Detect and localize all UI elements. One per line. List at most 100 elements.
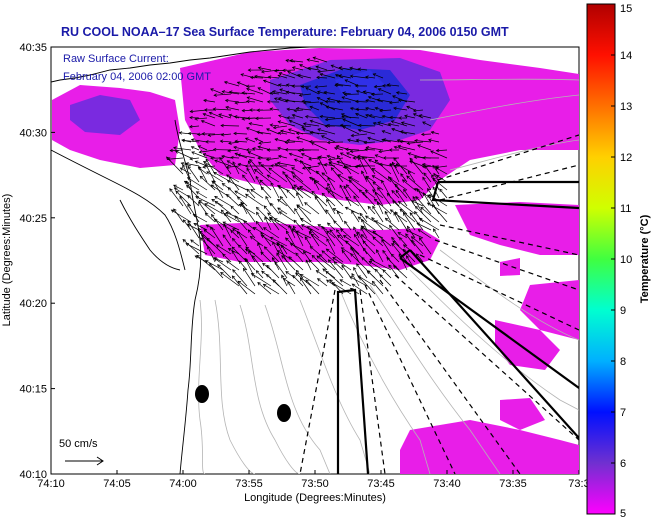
current-vector-head [278, 211, 283, 215]
current-vector-head [420, 132, 425, 137]
current-vector-head [234, 190, 238, 194]
current-vector [226, 211, 248, 223]
current-vector-head [397, 98, 402, 103]
current-vector-head [393, 265, 397, 269]
current-vector-head [316, 90, 321, 94]
current-vector [221, 155, 232, 159]
current-vector-head [365, 145, 370, 150]
current-vector-head [373, 198, 378, 202]
current-vector [427, 202, 448, 215]
current-vector-head [284, 99, 289, 103]
current-vector [356, 108, 368, 111]
current-vector [360, 234, 376, 247]
current-vector [170, 149, 184, 151]
current-vector [314, 180, 320, 191]
current-vector-head [203, 98, 207, 103]
current-vector [274, 261, 288, 279]
current-vector [213, 108, 232, 111]
current-vector [255, 270, 264, 279]
current-vector-head [234, 139, 238, 144]
current-vector-head [399, 130, 404, 134]
current-vector [299, 93, 312, 96]
current-vector [270, 203, 280, 215]
current-vector-head [224, 98, 229, 103]
current-vector [327, 98, 344, 103]
current-vector [406, 106, 416, 111]
current-vector-head [349, 74, 354, 78]
current-vector [232, 275, 248, 295]
current-vector [191, 146, 200, 151]
current-vector [311, 191, 328, 207]
current-vector-head [360, 227, 364, 231]
current-vector-head [287, 70, 291, 75]
current-vector [242, 92, 256, 95]
current-vector [381, 239, 392, 255]
current-vector-head [424, 165, 428, 169]
current-vector [398, 145, 416, 151]
current-vector [349, 180, 360, 191]
current-vector [270, 92, 280, 95]
current-vector-head [173, 187, 178, 191]
current-vector [199, 149, 216, 153]
current-vector-head [215, 244, 220, 248]
current-vector [260, 232, 272, 247]
x-tick-label: 73:35 [499, 478, 527, 490]
current-vector-head [245, 84, 250, 89]
radar-site-marker [195, 385, 209, 403]
current-vector-head [336, 100, 340, 104]
current-vector-head [397, 144, 402, 149]
current-vector [340, 228, 352, 239]
current-vector [407, 141, 424, 144]
current-vector-head [381, 130, 386, 134]
current-vector-head [291, 66, 296, 70]
current-vector [190, 109, 208, 113]
current-vector-head [340, 113, 345, 117]
current-vector-head [274, 138, 279, 142]
colorbar-tick-label: 11 [620, 203, 631, 215]
current-vector-head [426, 202, 431, 206]
current-vector-head [225, 174, 230, 178]
current-vector-head [395, 189, 399, 194]
current-vector [218, 113, 232, 119]
current-vector [237, 231, 248, 247]
current-vector-head [314, 85, 318, 89]
x-tick-label: 74:05 [103, 478, 131, 490]
current-vector-head [356, 263, 360, 267]
current-vector-head [213, 218, 218, 222]
current-vector [388, 264, 400, 279]
current-vector-head [325, 209, 329, 213]
current-vector-head [186, 223, 191, 227]
current-vector [367, 270, 384, 287]
current-vector-head [249, 75, 254, 80]
current-vector [246, 100, 256, 103]
current-vector [286, 189, 296, 199]
current-vector [234, 215, 248, 231]
current-vector-head [200, 119, 205, 124]
current-vector [246, 127, 264, 135]
current-vector [432, 165, 440, 175]
current-vector-head [228, 113, 232, 118]
current-vector-head [277, 199, 281, 203]
current-vector [263, 80, 280, 87]
current-vector-head [241, 108, 246, 113]
current-vector-head [324, 124, 329, 128]
current-vector [264, 246, 280, 263]
current-vector [226, 260, 240, 271]
current-vector-head [269, 91, 274, 96]
current-vector-head [413, 155, 418, 159]
current-vector [368, 96, 384, 103]
current-vector-head [339, 279, 344, 283]
current-vector-head [187, 165, 191, 170]
current-vector-head [382, 138, 387, 142]
current-vector [205, 260, 224, 271]
current-vector [372, 281, 384, 295]
current-vector [414, 140, 432, 143]
current-vector-head [382, 156, 387, 160]
current-vector-head [233, 115, 238, 119]
current-vector-head [318, 155, 322, 159]
current-vector [339, 67, 352, 71]
current-vector [373, 73, 384, 79]
current-vector-head [277, 97, 282, 101]
current-vector [389, 177, 408, 191]
